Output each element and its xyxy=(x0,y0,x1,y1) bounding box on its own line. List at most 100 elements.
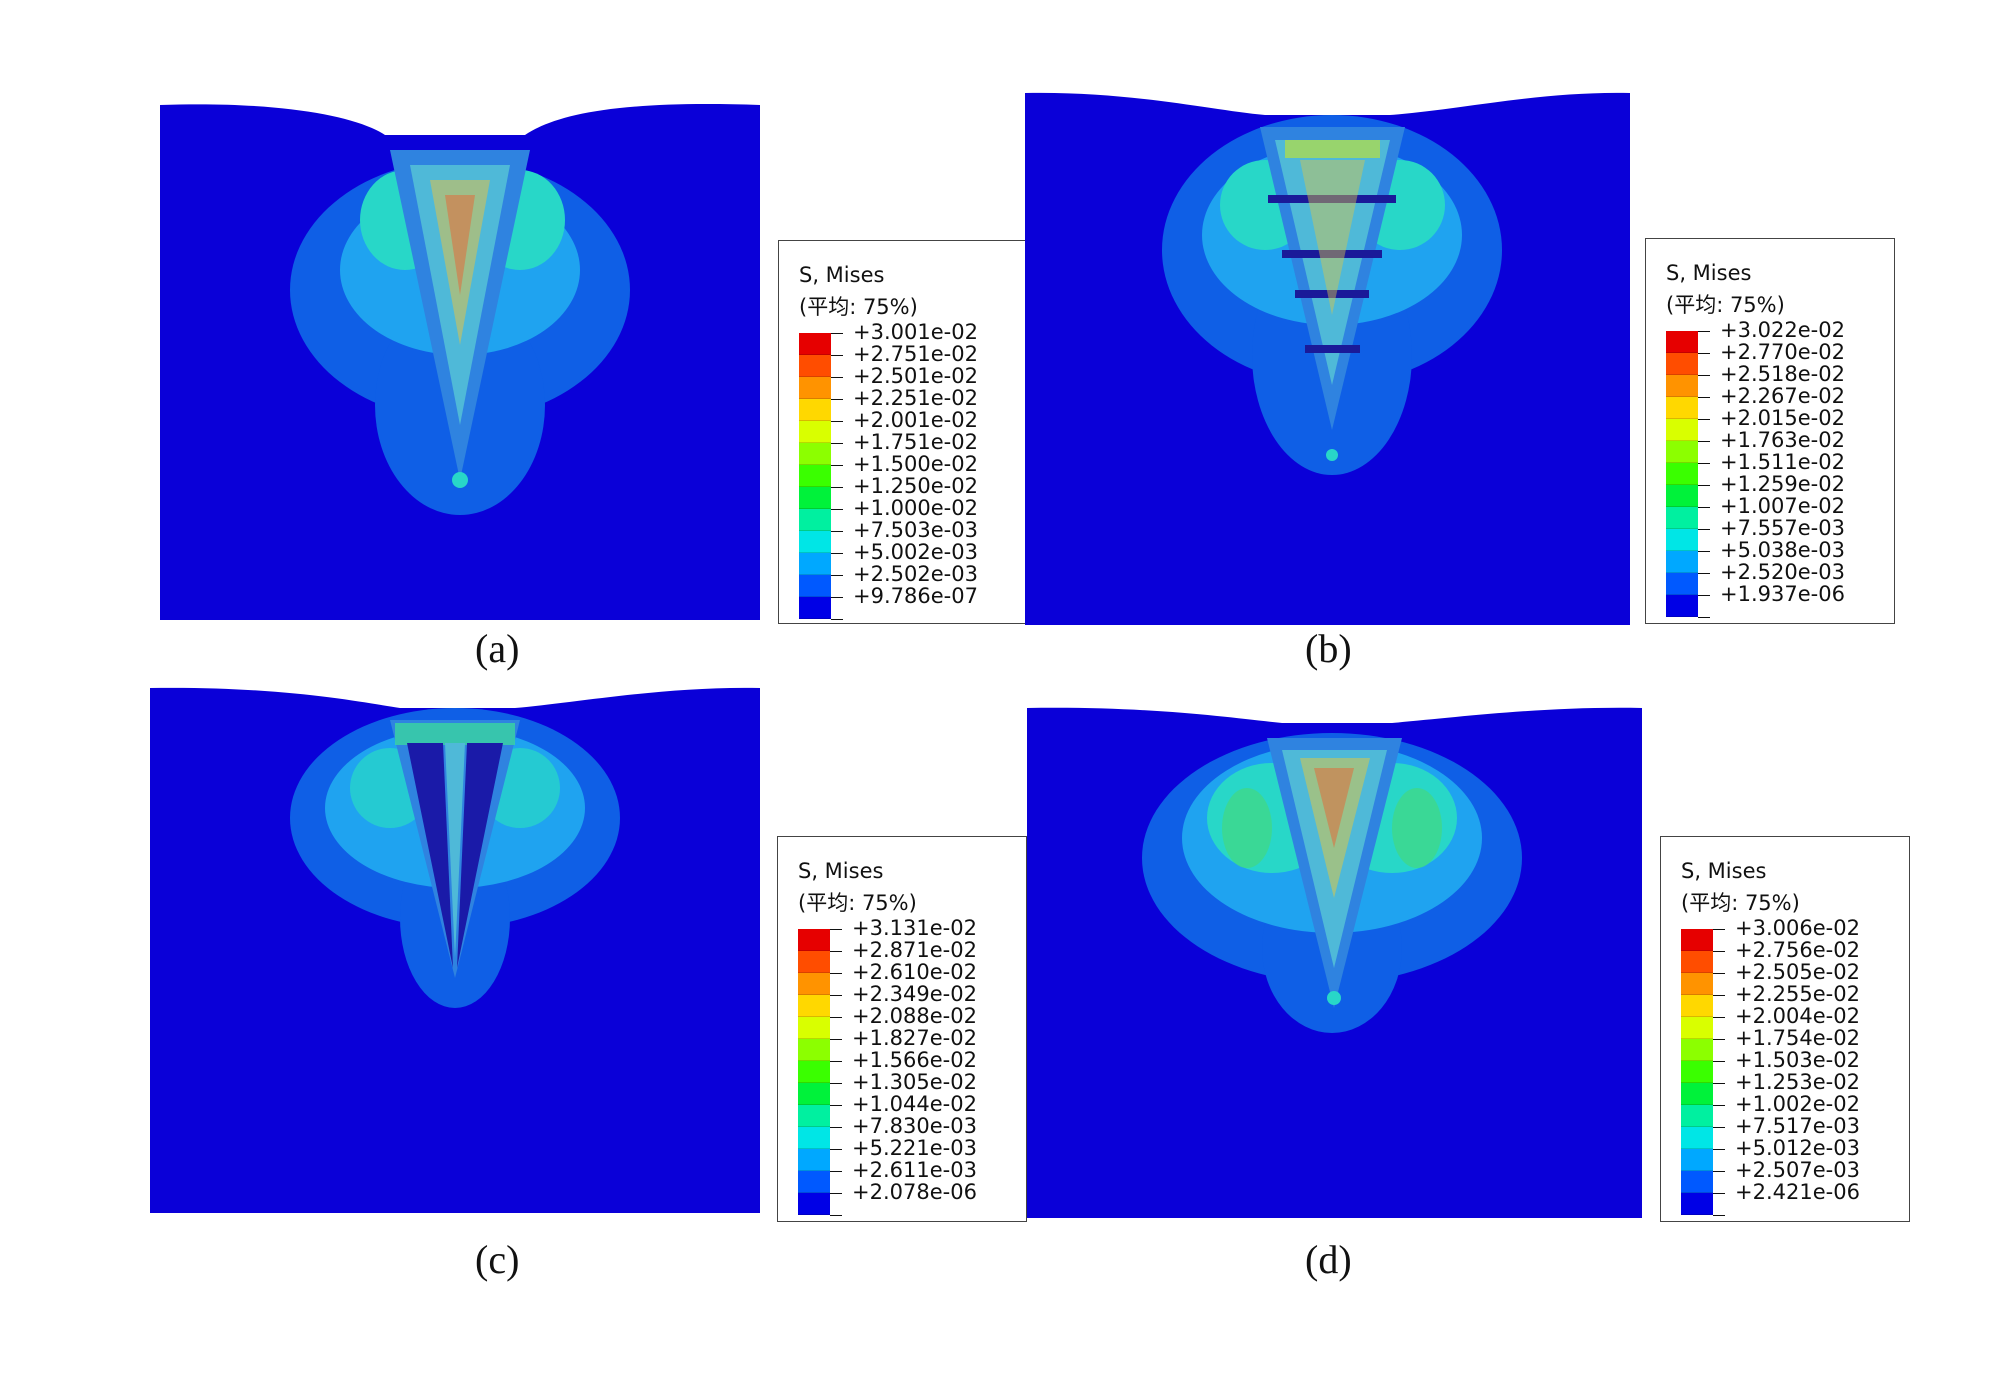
legend-value: +5.038e-03 xyxy=(1720,538,1845,562)
legend-tick xyxy=(1713,973,1725,974)
legend-tick xyxy=(1698,529,1710,530)
legend-swatch xyxy=(1666,551,1698,573)
legend-swatch xyxy=(799,333,831,355)
legend-swatch xyxy=(1666,419,1698,441)
legend-value: +2.871e-02 xyxy=(852,938,977,962)
stress-contour-plot-b xyxy=(1025,92,1630,625)
legend-tick xyxy=(831,509,843,510)
legend-value: +2.088e-02 xyxy=(852,1004,977,1028)
legend-tick xyxy=(1698,331,1710,332)
legend-swatch xyxy=(798,1127,830,1149)
legend-swatch xyxy=(799,575,831,597)
legend-swatch xyxy=(1681,973,1713,995)
legend-swatch xyxy=(799,531,831,553)
legend-value: +2.421e-06 xyxy=(1735,1180,1860,1204)
legend-value: +2.751e-02 xyxy=(853,342,978,366)
legend-tick xyxy=(1713,995,1725,996)
legend-tick xyxy=(1713,1149,1725,1150)
legend-tick xyxy=(1698,595,1710,596)
legend-value: +3.131e-02 xyxy=(852,916,977,940)
legend-swatch xyxy=(799,399,831,421)
stress-contour-plot-a xyxy=(160,104,760,620)
legend-value: +1.500e-02 xyxy=(853,452,978,476)
legend-swatch xyxy=(1681,929,1713,951)
legend-title: S, Mises xyxy=(798,859,884,883)
legend-tick xyxy=(1698,353,1710,354)
legend-tick xyxy=(830,973,842,974)
stress-contour-plot-d xyxy=(1027,707,1642,1218)
legend-tick xyxy=(831,465,843,466)
legend-tick xyxy=(1713,1105,1725,1106)
legend-swatch xyxy=(1681,1193,1713,1215)
legend-value: +1.259e-02 xyxy=(1720,472,1845,496)
legend-swatch xyxy=(1666,375,1698,397)
legend-swatch xyxy=(1666,331,1698,353)
legend-swatch xyxy=(799,509,831,531)
caption-a: (a) xyxy=(475,626,520,671)
legend-swatch xyxy=(1681,951,1713,973)
stress-legend-c: S, Mises (平均: 75%) +3.131e-02 +2.871e-02… xyxy=(777,836,1027,1222)
legend-tick xyxy=(1698,551,1710,552)
legend-swatch xyxy=(1666,353,1698,375)
legend-value: +1.002e-02 xyxy=(1735,1092,1860,1116)
legend-value: +2.251e-02 xyxy=(853,386,978,410)
legend-swatch xyxy=(798,951,830,973)
legend-tick xyxy=(830,1017,842,1018)
legend-tick xyxy=(1698,573,1710,574)
legend-subtitle: (平均: 75%) xyxy=(1666,293,1785,317)
legend-value: +1.937e-06 xyxy=(1720,582,1845,606)
legend-value: +1.566e-02 xyxy=(852,1048,977,1072)
legend-value: +7.503e-03 xyxy=(853,518,978,542)
legend-value: +2.501e-02 xyxy=(853,364,978,388)
legend-swatch xyxy=(798,1149,830,1171)
legend-swatch xyxy=(799,487,831,509)
legend-value: +2.349e-02 xyxy=(852,982,977,1006)
legend-value: +1.044e-02 xyxy=(852,1092,977,1116)
legend-tick xyxy=(1698,375,1710,376)
legend-value: +7.517e-03 xyxy=(1735,1114,1860,1138)
legend-value: +2.015e-02 xyxy=(1720,406,1845,430)
legend-swatch xyxy=(1681,1017,1713,1039)
legend-value: +1.754e-02 xyxy=(1735,1026,1860,1050)
stress-legend-b: S, Mises (平均: 75%) +3.022e-02 +2.770e-02… xyxy=(1645,238,1895,624)
legend-tick xyxy=(1698,397,1710,398)
legend-value: +7.830e-03 xyxy=(852,1114,977,1138)
legend-tick xyxy=(830,1215,842,1216)
legend-swatch xyxy=(1681,1083,1713,1105)
legend-tick xyxy=(830,929,842,930)
legend-swatch xyxy=(799,421,831,443)
legend-swatch xyxy=(798,1039,830,1061)
legend-tick xyxy=(831,399,843,400)
legend-tick xyxy=(830,1193,842,1194)
legend-tick xyxy=(831,575,843,576)
legend-title: S, Mises xyxy=(1666,261,1752,285)
caption-d: (d) xyxy=(1305,1237,1352,1282)
legend-tick xyxy=(831,531,843,532)
legend-tick xyxy=(1713,1171,1725,1172)
legend-value: +2.520e-03 xyxy=(1720,560,1845,584)
legend-swatch xyxy=(799,443,831,465)
legend-swatch xyxy=(1666,463,1698,485)
legend-value: +2.611e-03 xyxy=(852,1158,977,1182)
stress-legend-a: S, Mises (平均: 75%) +3.001e-02 +2.751e-02… xyxy=(778,240,1026,624)
legend-tick xyxy=(830,1083,842,1084)
legend-value: +2.518e-02 xyxy=(1720,362,1845,386)
legend-tick xyxy=(1713,1127,1725,1128)
legend-tick xyxy=(831,597,843,598)
legend-tick xyxy=(1698,507,1710,508)
legend-color-bar xyxy=(799,333,831,619)
legend-swatch xyxy=(1666,507,1698,529)
legend-value: +2.610e-02 xyxy=(852,960,977,984)
legend-color-bar xyxy=(798,929,830,1215)
legend-color-bar xyxy=(1681,929,1713,1215)
legend-subtitle: (平均: 75%) xyxy=(799,295,918,319)
legend-swatch xyxy=(1681,1061,1713,1083)
legend-value: +1.751e-02 xyxy=(853,430,978,454)
legend-swatch xyxy=(798,1061,830,1083)
legend-tick xyxy=(830,995,842,996)
legend-subtitle: (平均: 75%) xyxy=(798,891,917,915)
legend-color-bar xyxy=(1666,331,1698,617)
legend-swatch xyxy=(1681,1105,1713,1127)
legend-value: +3.001e-02 xyxy=(853,320,978,344)
caption-c: (c) xyxy=(475,1237,520,1282)
